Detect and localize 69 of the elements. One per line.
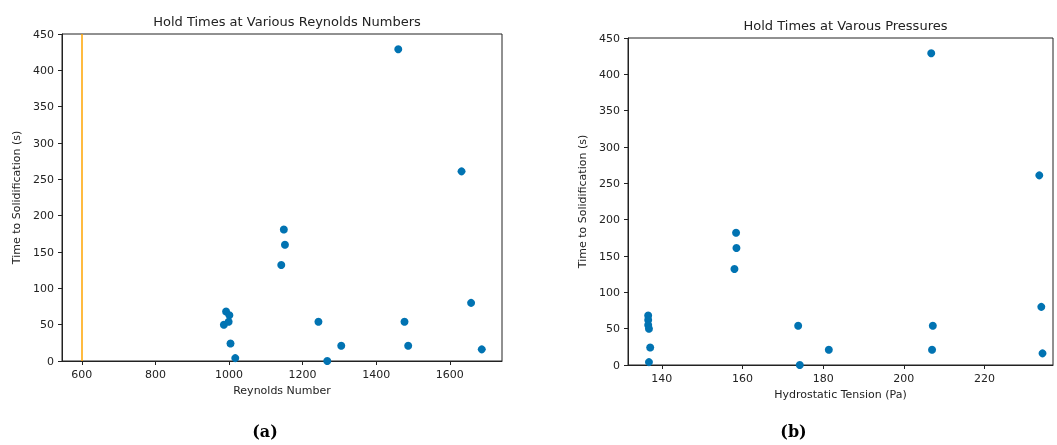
y-tick-label: 150: [599, 249, 620, 263]
y-tick-label: 100: [33, 281, 54, 295]
y-tick-label: 200: [33, 209, 54, 223]
point: [732, 244, 741, 252]
y-tick-label: 400: [599, 67, 620, 81]
x-tick-label: 1600: [435, 368, 464, 381]
x-tick-label: 1400: [362, 368, 391, 381]
y-tick-label: 350: [599, 104, 620, 118]
point: [280, 240, 289, 249]
x-tick-label: 180: [812, 372, 834, 385]
point: [477, 345, 486, 354]
point: [1037, 302, 1046, 311]
point: [224, 317, 233, 326]
point: [457, 167, 466, 176]
y-tick-label: 300: [599, 140, 620, 154]
y-tick-label: 450: [33, 27, 54, 41]
point: [467, 298, 476, 307]
y-tick-label: 450: [599, 31, 620, 45]
y-tick-label: 150: [33, 245, 54, 259]
chart-title: Hold Times at Varous Pressures: [743, 18, 948, 33]
y-tick-label: 50: [40, 318, 54, 332]
text: (b): [780, 421, 807, 441]
point: [795, 361, 804, 369]
point: [279, 225, 288, 234]
y-tick-label: 0: [613, 358, 620, 372]
point: [337, 341, 346, 350]
y-tick-label: 400: [33, 63, 54, 77]
point: [794, 321, 803, 330]
x-axis-title: Reynolds Number: [233, 383, 332, 397]
point: [404, 341, 413, 350]
y-tick-label: 300: [33, 136, 54, 150]
point: [927, 49, 936, 58]
point: [225, 311, 234, 320]
point: [644, 358, 653, 367]
x-tick-label: 160: [732, 372, 754, 385]
point: [314, 317, 323, 326]
x-tick-label: 600: [71, 368, 93, 381]
point: [277, 261, 286, 270]
y-tick-label: 350: [33, 100, 54, 114]
x-tick-label: 800: [144, 368, 166, 381]
x-axis-title: Hydrostatic Tension (Pa): [774, 387, 907, 401]
chart-title: Hold Times at Various Reynolds Numbers: [153, 14, 422, 29]
point: [323, 357, 332, 365]
point: [928, 321, 937, 330]
point: [824, 345, 833, 354]
y-tick-label: 50: [606, 322, 620, 336]
point: [1038, 349, 1047, 358]
y-tick-label: 250: [599, 176, 620, 190]
y-tick-label: 200: [599, 213, 620, 227]
y-tick-label: 100: [599, 285, 620, 299]
x-tick-label: 200: [893, 372, 915, 385]
x-tick-label: 1000: [215, 368, 244, 381]
point: [928, 345, 937, 354]
x-tick-label: 220: [973, 372, 995, 385]
point: [226, 339, 235, 348]
y-axis-title: Time to Solidification (s): [10, 130, 24, 266]
point: [394, 45, 403, 54]
x-tick-label: 1200: [288, 368, 317, 381]
point: [400, 317, 409, 326]
y-tick-label: 250: [33, 172, 54, 186]
x-tick-label: 140: [651, 372, 673, 385]
text: (a): [252, 421, 278, 441]
y-axis-title: Time to Solidification (s): [576, 134, 590, 270]
point: [1035, 171, 1044, 180]
point: [730, 265, 739, 274]
point: [646, 343, 655, 352]
y-tick-label: 0: [47, 354, 54, 368]
point: [231, 354, 240, 363]
point: [732, 228, 741, 237]
